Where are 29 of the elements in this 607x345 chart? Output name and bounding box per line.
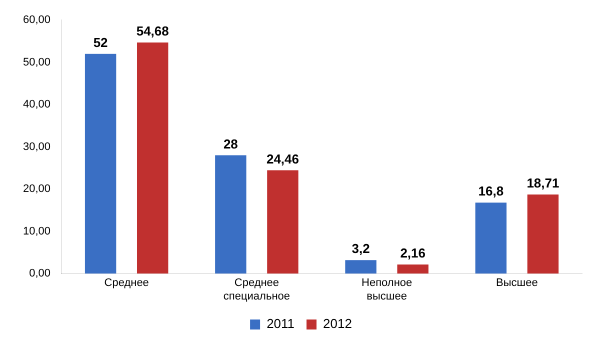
data-label: 2,16: [400, 246, 426, 261]
bar: [527, 194, 559, 274]
y-tick-label: 30,00: [22, 140, 51, 153]
data-label: 54,68: [136, 24, 169, 39]
y-tick-label: 50,00: [22, 56, 51, 68]
bar: [215, 155, 246, 274]
bar: [397, 264, 428, 274]
data-label: 18,71: [526, 176, 560, 191]
bar: [84, 54, 116, 274]
bar: [475, 202, 507, 274]
legend-label: 2012: [323, 316, 352, 332]
x-tick-label: Высшее: [496, 277, 538, 290]
y-tick-label: 0,00: [29, 268, 51, 280]
x-tick-label: Неполное высшее: [362, 277, 412, 302]
x-tick-label: Среднее: [104, 277, 149, 290]
x-tick-label: Среднее специальное: [223, 277, 290, 302]
bar: [345, 260, 376, 274]
data-label: 3,2: [352, 241, 370, 256]
y-tick-label: 60,00: [22, 14, 51, 26]
legend-label: 2011: [266, 316, 295, 332]
data-label: 52: [93, 34, 108, 50]
data-label: 24,46: [266, 151, 299, 166]
y-tick-label: 40,00: [22, 98, 51, 111]
data-label: 16,8: [478, 184, 504, 199]
data-label: 28: [223, 136, 238, 152]
bar: [267, 170, 298, 274]
y-tick-label: 20,00: [22, 183, 51, 196]
y-tick-label: 10,00: [22, 225, 51, 238]
bar: [136, 42, 168, 274]
